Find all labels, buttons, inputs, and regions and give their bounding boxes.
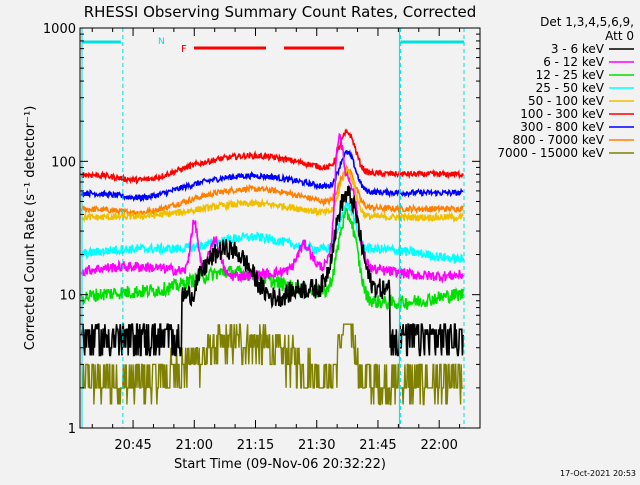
x-tick-label: 20:45 bbox=[114, 438, 151, 453]
legend-header-line-1: Det 1,3,4,5,6,9, bbox=[540, 15, 634, 29]
legend-label-2: 6 - 12 keV bbox=[543, 55, 605, 69]
legend-label-7: 300 - 800 keV bbox=[520, 120, 604, 134]
legend-header-line-2: Att 0 bbox=[605, 29, 634, 43]
timestamp: 17-Oct-2021 20:53 bbox=[560, 469, 636, 478]
x-tick-label: 22:00 bbox=[420, 438, 457, 453]
axes: 1 10 100 1000 20:45 21:00 21:15 21:30 21:45 22:00 bbox=[43, 22, 481, 453]
x-axis-label: Start Time (09-Nov-06 20:32:22) bbox=[174, 457, 386, 472]
legend-label-4: 25 - 50 keV bbox=[536, 81, 605, 95]
legend-label-6: 100 - 300 keV bbox=[520, 107, 604, 121]
x-tick-label: 21:15 bbox=[237, 438, 274, 453]
x-tick-label: 21:30 bbox=[298, 438, 335, 453]
chart-title: RHESSI Observing Summary Count Rates, Co… bbox=[84, 3, 477, 21]
legend-label-8: 800 - 7000 keV bbox=[513, 133, 605, 147]
flare-marker: F bbox=[181, 44, 187, 55]
y-tick-label: 1000 bbox=[43, 22, 76, 37]
legend-label-9: 7000 - 15000 keV bbox=[497, 146, 604, 160]
plot-area bbox=[80, 28, 465, 428]
x-tick-label: 21:00 bbox=[176, 438, 213, 453]
x-tick-label: 21:45 bbox=[359, 438, 396, 453]
legend-label-1: 3 - 6 keV bbox=[551, 42, 605, 56]
y-tick-label: 1 bbox=[68, 422, 76, 437]
plot-frame bbox=[79, 27, 481, 429]
y-tick-label: 10 bbox=[59, 289, 76, 304]
y-axis-label: Corrected Count Rate (s⁻¹ detector⁻¹) bbox=[23, 106, 38, 351]
night-marker: N bbox=[158, 37, 165, 47]
y-tick-label: 100 bbox=[51, 155, 76, 170]
legend-label-5: 50 - 100 keV bbox=[528, 94, 605, 108]
legend-label-3: 12 - 25 keV bbox=[536, 68, 605, 82]
